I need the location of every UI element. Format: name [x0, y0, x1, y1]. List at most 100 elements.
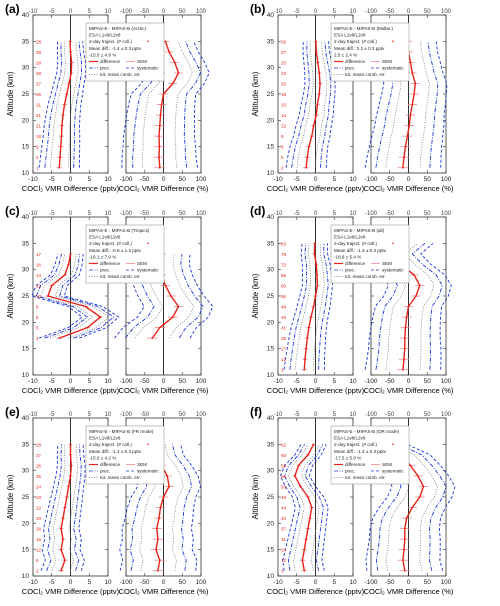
rel-difference-point	[158, 135, 160, 138]
legend-coll-marker	[147, 40, 149, 42]
abs-x-top-tick-label: -5	[294, 211, 300, 217]
rel-x-top-tick-label: -100	[365, 412, 378, 418]
coll-number: 20	[36, 516, 42, 521]
coll-number: 35	[281, 336, 287, 341]
panel-label: (e)	[5, 405, 20, 419]
rel-x-tick-label: -100	[364, 176, 377, 183]
abs-x-axis-label: COCl₂ VMR Difference (pptv)	[267, 184, 365, 193]
y-tick-label: 35	[22, 441, 30, 448]
rel-x-top-tick-label: 100	[441, 9, 452, 15]
legend-text: MIPAS-E - MIPAS-B (Arctic)	[89, 26, 146, 31]
abs-x-tick-label: -10	[273, 579, 283, 586]
rel-x-tick-label: -100	[119, 579, 132, 586]
coll-number: 27	[281, 347, 287, 352]
coll-number: 9	[36, 145, 39, 150]
abs-x-tick-label: 10	[349, 378, 357, 385]
rel-difference-point	[411, 72, 414, 74]
rel-x-top-tick-label: 0	[162, 9, 166, 15]
y-tick-label: 10	[267, 573, 275, 580]
rel-x-top-tick-label: 50	[424, 211, 431, 217]
abs-x-tick-label: 5	[87, 176, 91, 183]
rel-x-tick-label: -50	[385, 579, 395, 586]
rel-x-tick-label: 0	[407, 378, 411, 385]
rel-difference-point	[158, 166, 161, 169]
rel-difference-point	[158, 156, 160, 159]
rel-x-axis-label: COCl₂ VMR Difference (%)	[119, 386, 209, 395]
abs-difference-point	[301, 559, 304, 562]
rel-x-tick-label: 50	[179, 176, 187, 183]
rel-x-top-tick-label: 50	[179, 9, 186, 15]
abs-systematic-right	[78, 444, 86, 571]
coll-number: 60	[281, 283, 287, 288]
abs-total-error-left	[294, 243, 311, 370]
legend-box	[85, 425, 165, 485]
y-tick-label: 20	[22, 319, 30, 326]
abs-systematic-right	[78, 41, 87, 168]
rel-precision-right	[172, 444, 193, 571]
legend-key-label: difference	[100, 462, 121, 467]
rel-x-tick-label: 50	[179, 378, 187, 385]
abs-systematic-right	[308, 444, 329, 571]
rel-difference-point	[156, 538, 159, 541]
abs-difference-point	[312, 124, 315, 127]
legend-text: 2-day traject. (# coll.)	[334, 241, 377, 246]
rel-difference-point	[403, 527, 406, 530]
rel-x-tick-label: 100	[441, 378, 452, 385]
abs-difference-point	[60, 124, 63, 127]
y-tick-label: 30	[22, 267, 30, 274]
panel-label: (b)	[250, 2, 265, 16]
coll-number: 16	[36, 262, 42, 267]
rel-x-axis-label: COCl₂ VMR Difference (%)	[119, 184, 209, 193]
rel-difference-point	[413, 274, 416, 276]
abs-x-top-tick-label: -5	[294, 9, 300, 15]
rel-total-error-right	[164, 444, 184, 571]
legend-key-label: prec.	[100, 469, 110, 474]
y-tick-label: 15	[267, 547, 275, 554]
coll-number: 1	[36, 166, 39, 171]
rel-difference-point	[401, 368, 404, 371]
rel-x-top-tick-label: 50	[424, 412, 431, 418]
rel-x-top-tick-label: 0	[162, 412, 166, 418]
legend-key-label: tot. mean comb. err.	[100, 475, 141, 480]
rel-systematic-right	[435, 41, 448, 168]
panel-label: (d)	[250, 204, 265, 218]
rel-difference-point	[409, 464, 412, 467]
legend-key-label: tot. mean comb. err.	[345, 72, 386, 77]
coll-number: 62	[281, 442, 287, 447]
abs-difference-point	[63, 559, 66, 562]
legend-key-label: difference	[100, 59, 121, 64]
abs-difference-point	[69, 50, 72, 53]
coll-number: 26	[36, 463, 42, 468]
panel-label: (f)	[250, 405, 262, 419]
coll-number: 10	[36, 294, 42, 299]
abs-difference-point	[69, 475, 72, 477]
rel-difference-point	[158, 145, 161, 148]
rel-x-axis-label: COCl₂ VMR Difference (%)	[364, 587, 454, 596]
legend-key-label: difference	[345, 261, 366, 266]
abs-difference-point	[70, 61, 73, 64]
abs-difference-point	[307, 496, 309, 498]
rel-x-top-tick-label: 0	[162, 211, 166, 217]
legend-key-label: SEM	[137, 59, 147, 64]
rel-x-tick-label: 100	[196, 176, 207, 183]
coll-number: 31	[281, 537, 287, 542]
rel-x-top-tick-label: 50	[424, 9, 431, 15]
rel-systematic-right	[406, 443, 456, 571]
legend-key-label: systematic	[382, 66, 404, 71]
abs-x-top-tick-label: 0	[314, 211, 318, 217]
rel-x-axis-label: COCl₂ VMR Difference (%)	[364, 184, 454, 193]
rel-systematic-left	[349, 443, 393, 571]
rel-x-top-tick-label: -50	[385, 211, 394, 217]
y-tick-label: 30	[267, 267, 275, 274]
y-tick-label: 10	[22, 372, 30, 379]
abs-difference-point	[306, 337, 309, 340]
legend-text: Mean diff.: -1.4 ± 0.3 pptv	[89, 46, 142, 51]
abs-total-error-right	[68, 41, 79, 168]
rel-difference-point	[418, 284, 421, 287]
rel-difference-point	[422, 485, 425, 488]
abs-precision-left	[46, 444, 62, 571]
rel-x-top-tick-label: 50	[179, 412, 186, 418]
y-tick-label: 30	[22, 468, 30, 475]
rel-difference-point	[403, 569, 406, 572]
legend-key-label: prec.	[100, 268, 110, 273]
